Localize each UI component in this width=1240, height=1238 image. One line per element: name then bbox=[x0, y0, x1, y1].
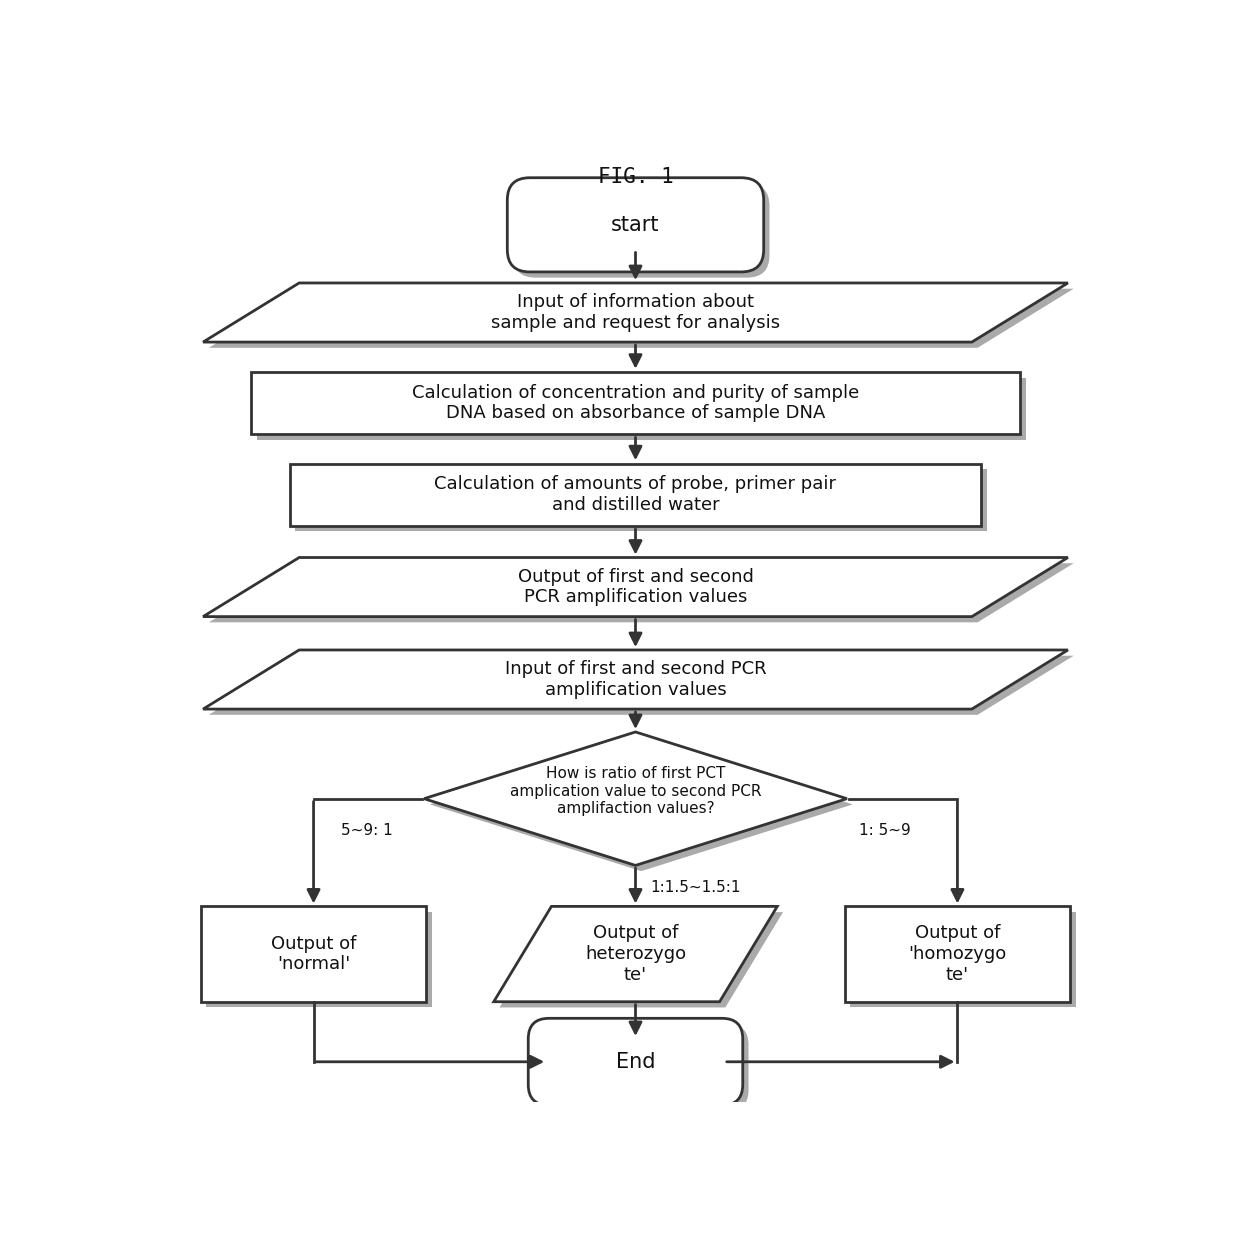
FancyBboxPatch shape bbox=[528, 1019, 743, 1106]
Polygon shape bbox=[203, 557, 1068, 617]
Text: Input of first and second PCR
amplification values: Input of first and second PCR amplificat… bbox=[505, 660, 766, 699]
Text: Calculation of concentration and purity of sample
DNA based on absorbance of sam: Calculation of concentration and purity … bbox=[412, 384, 859, 422]
Polygon shape bbox=[208, 656, 1074, 714]
FancyBboxPatch shape bbox=[513, 183, 770, 277]
Text: Output of
'normal': Output of 'normal' bbox=[270, 935, 356, 973]
Text: start: start bbox=[611, 215, 660, 235]
Text: Output of
'homozygo
te': Output of 'homozygo te' bbox=[909, 925, 1007, 984]
Polygon shape bbox=[203, 284, 1068, 342]
Bar bbox=[851, 912, 1076, 1008]
Polygon shape bbox=[208, 288, 1074, 348]
Text: End: End bbox=[616, 1052, 655, 1072]
Bar bbox=[206, 912, 433, 1008]
Text: Output of
heterozygo
te': Output of heterozygo te' bbox=[585, 925, 686, 984]
FancyBboxPatch shape bbox=[534, 1024, 749, 1110]
Polygon shape bbox=[494, 906, 777, 1002]
Text: 1: 5~9: 1: 5~9 bbox=[859, 822, 911, 838]
Bar bbox=[290, 463, 982, 526]
Text: 1:1.5~1.5:1: 1:1.5~1.5:1 bbox=[650, 880, 740, 895]
Polygon shape bbox=[208, 563, 1074, 623]
Bar bbox=[295, 469, 987, 531]
Text: How is ratio of first PCT
amplication value to second PCR
amplifaction values?: How is ratio of first PCT amplication va… bbox=[510, 766, 761, 816]
Text: FIG. 1: FIG. 1 bbox=[598, 167, 673, 187]
Bar bbox=[844, 906, 1070, 1002]
Text: Calculation of amounts of probe, primer pair
and distilled water: Calculation of amounts of probe, primer … bbox=[434, 475, 837, 514]
Polygon shape bbox=[500, 912, 782, 1008]
Bar bbox=[201, 906, 427, 1002]
FancyBboxPatch shape bbox=[507, 178, 764, 272]
Text: Input of information about
sample and request for analysis: Input of information about sample and re… bbox=[491, 293, 780, 332]
Polygon shape bbox=[430, 738, 853, 872]
Bar bbox=[257, 378, 1025, 439]
Bar bbox=[250, 373, 1021, 435]
Polygon shape bbox=[203, 650, 1068, 709]
Text: 5~9: 1: 5~9: 1 bbox=[341, 822, 392, 838]
Text: Output of first and second
PCR amplification values: Output of first and second PCR amplifica… bbox=[517, 568, 754, 607]
Polygon shape bbox=[424, 732, 847, 865]
